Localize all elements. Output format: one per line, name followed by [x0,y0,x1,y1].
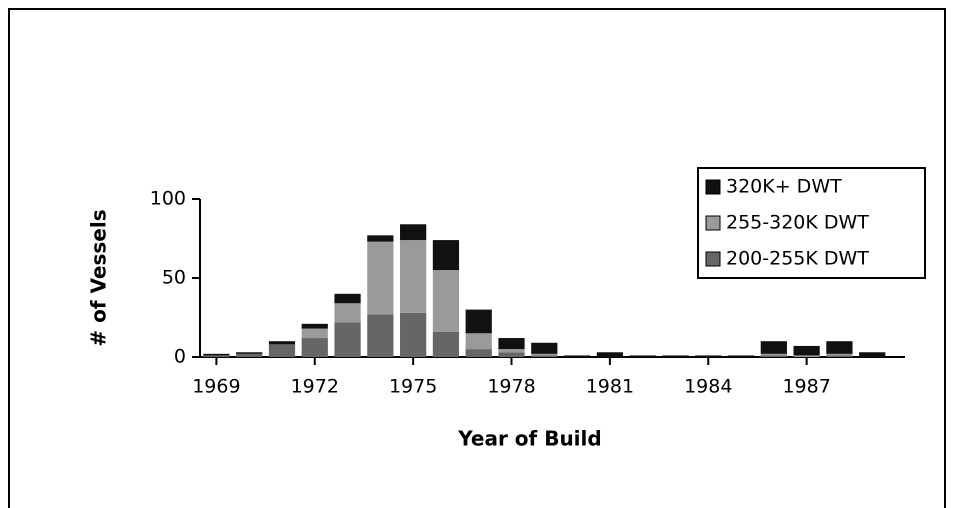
bar [465,309,492,334]
bar [531,342,558,354]
frame [8,8,946,508]
bar [432,240,460,271]
legend-swatch [705,179,721,195]
bar [432,331,460,357]
bar [203,353,230,356]
legend-label: 320K+ DWT [726,176,842,198]
bar [498,349,525,353]
x-tick-label: 1969 [192,376,240,398]
bar [695,355,722,357]
legend-swatch [705,251,721,267]
bar [629,355,656,357]
x-tick-label: 1987 [782,376,830,398]
bar [498,338,525,350]
legend-swatch [705,215,721,231]
bar [826,353,853,356]
legend-label: 255-320K DWT [726,212,869,234]
bar [760,355,787,357]
bar [531,355,558,357]
bar [760,353,787,356]
y-tick-label: 50 [162,267,186,289]
x-axis-label: Year of Build [457,427,601,451]
y-tick-label: 0 [174,346,186,368]
bar [367,235,394,242]
bar [465,349,492,357]
legend-box [697,167,926,279]
bar [465,333,492,350]
bar [301,323,328,329]
bar [334,303,361,323]
x-tick-label: 1972 [291,376,339,398]
y-axis-label: # of Vessels [87,209,111,346]
x-tick-label: 1975 [389,376,437,398]
bar [727,355,755,357]
bar [531,353,558,356]
x-tick-label: 1978 [487,376,535,398]
bar [596,352,623,357]
bar [826,341,853,354]
bar [498,352,525,357]
x-tick-label: 1984 [684,376,732,398]
bar [432,270,460,332]
legend-label: 200-255K DWT [726,248,869,270]
bar [760,341,787,354]
bar [334,322,361,357]
bar [400,240,427,313]
x-tick-label: 1981 [586,376,634,398]
bar [563,355,591,357]
bar [793,345,820,356]
bar [367,314,394,357]
bar [859,352,886,357]
bar [367,241,394,315]
y-tick-label: 100 [150,188,186,210]
bar [400,312,427,357]
bar [826,355,853,357]
bar [268,344,296,357]
bar [400,224,427,241]
bar [236,352,263,354]
bar [301,328,328,339]
bar [334,293,361,304]
bar [268,341,296,345]
bar [203,355,230,357]
bar [236,353,263,357]
bar [662,355,689,357]
bar [793,355,820,357]
bar [301,338,328,357]
